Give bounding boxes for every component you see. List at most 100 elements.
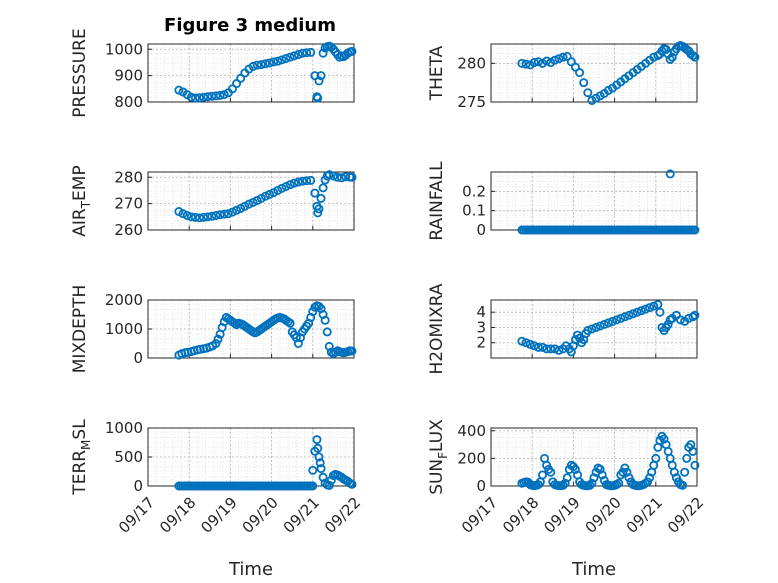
data-point xyxy=(273,56,283,66)
axes-box xyxy=(147,171,355,231)
y-tick-label: 0.1 xyxy=(462,202,486,220)
data-point xyxy=(211,338,221,348)
data-point xyxy=(194,93,204,103)
data-point xyxy=(517,336,527,346)
y-axis-label-subscript: M xyxy=(79,440,93,450)
data-point xyxy=(570,464,580,474)
data-point xyxy=(616,313,626,323)
data-point xyxy=(213,334,223,344)
data-point xyxy=(320,315,330,325)
data-point xyxy=(661,44,671,54)
data-point xyxy=(587,324,597,334)
data-point xyxy=(337,173,347,183)
y-tick-label: 400 xyxy=(457,422,486,440)
data-point xyxy=(186,212,196,222)
x-tick-label: 09/17 xyxy=(458,494,501,537)
data-point xyxy=(542,344,552,354)
data-point xyxy=(651,453,661,463)
data-point xyxy=(248,61,258,71)
data-point xyxy=(676,315,686,325)
subplot-4: 00.1 0.2 RAINFALL xyxy=(427,161,700,241)
data-point xyxy=(289,178,299,188)
data-point xyxy=(550,55,560,65)
data-point xyxy=(680,467,690,477)
data-point xyxy=(603,318,613,328)
data-point xyxy=(199,92,209,102)
y-axis-label-tail: LUX xyxy=(427,419,447,452)
y-tick-label: 275 xyxy=(457,93,486,111)
y-tick-label: 900 xyxy=(114,67,143,85)
data-point xyxy=(682,453,692,463)
data-point xyxy=(533,57,543,67)
data-point xyxy=(256,60,266,70)
x-axis-label-left: Time xyxy=(228,559,273,580)
data-point xyxy=(186,92,196,102)
data-point xyxy=(669,467,679,477)
data-point xyxy=(550,344,560,354)
data-point xyxy=(645,473,655,483)
x-tick-label: 09/22 xyxy=(664,494,707,537)
data-point xyxy=(562,473,572,483)
data-point xyxy=(211,210,221,220)
data-point xyxy=(558,480,568,490)
data-point xyxy=(690,310,700,320)
data-point xyxy=(347,479,357,489)
data-point xyxy=(628,309,638,319)
data-point xyxy=(566,57,576,67)
data-point xyxy=(324,480,334,490)
data-point xyxy=(529,341,539,351)
y-axis-label: SUNFLUX xyxy=(427,419,450,495)
data-point xyxy=(324,170,334,180)
data-point xyxy=(223,209,233,219)
data-point xyxy=(269,57,279,67)
data-point xyxy=(608,316,618,326)
data-point xyxy=(285,52,295,62)
data-point xyxy=(203,212,213,222)
y-tick-label: 2 xyxy=(476,334,486,352)
data-point xyxy=(190,93,200,103)
data-point xyxy=(203,92,213,102)
y-axis-label: MIXDEPTH xyxy=(70,285,90,374)
data-point xyxy=(314,301,324,311)
x-axis-label-right: Time xyxy=(571,559,616,580)
y-axis-label-tail: SL xyxy=(70,419,90,440)
data-point xyxy=(347,46,357,56)
subplot-3: 260 270 280 AIRTEMP xyxy=(70,165,357,239)
y-axis-label: RAINFALL xyxy=(427,161,447,241)
data-point xyxy=(326,475,336,485)
data-point xyxy=(316,193,326,203)
subplot-grid: 800 900 1000 PRESSURE 275 280 THETA 260 270 280 AI… xyxy=(70,28,707,537)
y-axis-label-main: THETA xyxy=(427,45,447,101)
data-point xyxy=(597,470,607,480)
y-axis-label: TERRMSL xyxy=(70,419,93,496)
y-tick-label: 800 xyxy=(114,93,143,111)
y-axis-label: H2OMIXRA xyxy=(427,283,447,374)
data-point xyxy=(665,169,675,179)
data-point xyxy=(583,88,593,98)
y-axis-label-main: SUN xyxy=(427,459,447,495)
data-point xyxy=(653,300,663,310)
data-point xyxy=(589,473,599,483)
y-axis-label: AIRTEMP xyxy=(70,165,93,236)
data-point xyxy=(690,460,700,470)
y-axis-label-main: PRESSURE xyxy=(70,28,90,117)
y-tick-label: 0 xyxy=(133,477,143,495)
data-point xyxy=(306,175,316,185)
data-point xyxy=(649,301,659,311)
data-point xyxy=(554,345,564,355)
data-point xyxy=(546,344,556,354)
y-tick-label: 0.2 xyxy=(462,182,486,200)
data-point xyxy=(308,465,318,475)
data-point xyxy=(281,54,291,64)
y-axis-label-main: H2OMIXRA xyxy=(427,283,447,374)
data-point xyxy=(316,71,326,81)
data-point xyxy=(655,307,665,317)
y-tick-label: 280 xyxy=(457,54,486,72)
data-point xyxy=(297,48,307,58)
data-point xyxy=(293,50,303,60)
data-point xyxy=(306,47,316,57)
data-point xyxy=(517,58,527,68)
y-tick-label: 1000 xyxy=(105,419,143,437)
